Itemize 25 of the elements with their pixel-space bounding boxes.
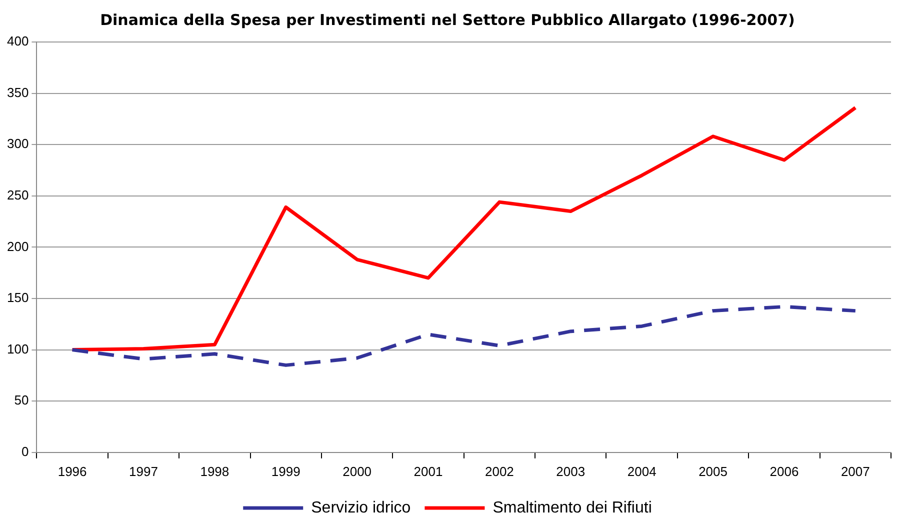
y-tick-label: 300	[6, 136, 29, 152]
y-tick-label: 50	[14, 392, 29, 408]
x-tick-label: 2007	[840, 464, 870, 479]
y-tick-label: 250	[6, 187, 29, 202]
chart-title: Dinamica della Spesa per Investimenti nel Settore Pubblico Allargato (1996-2007)	[100, 10, 795, 29]
x-tick-label: 1996	[58, 464, 87, 479]
x-tick-label: 2000	[342, 464, 372, 479]
legend-label: Smaltimento dei Rifiuti	[492, 499, 652, 516]
x-tick-label: 1999	[271, 464, 300, 479]
x-tick-label: 2005	[698, 464, 728, 479]
x-tick-label: 1997	[129, 464, 158, 479]
y-tick-label: 150	[6, 290, 29, 306]
x-tick-label: 2004	[627, 464, 656, 479]
line-series	[70, 304, 858, 367]
x-tick-label: 2003	[556, 464, 586, 479]
y-tick-label: 100	[6, 341, 29, 356]
x-tick-label: 1998	[200, 464, 230, 479]
x-tick-label: 2001	[414, 464, 443, 479]
y-tick-label: 0	[21, 444, 29, 459]
x-tick-label: 2006	[770, 464, 799, 479]
legend-label: Servizio idrico	[311, 499, 411, 516]
y-tick-label: 350	[6, 84, 29, 100]
x-tick-label: 2002	[484, 464, 514, 479]
y-tick-label: 200	[6, 238, 29, 254]
y-tick-label: 400	[6, 34, 29, 49]
